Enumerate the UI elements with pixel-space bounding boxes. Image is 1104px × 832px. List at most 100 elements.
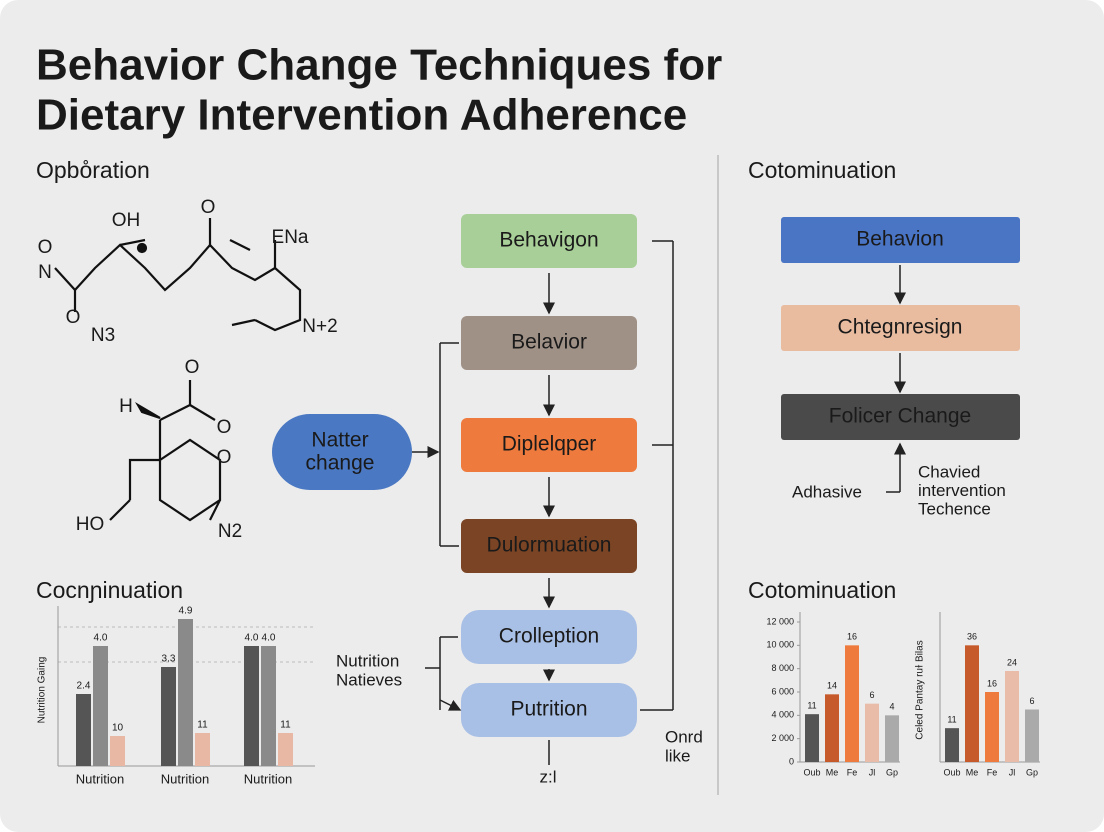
- flow-node-label: Folicer Change: [829, 405, 971, 428]
- side-label: Onrd like: [665, 728, 703, 766]
- x-tick-label: Me: [966, 767, 979, 777]
- atom-label: HO: [76, 514, 105, 535]
- x-tick-label: Fe: [987, 767, 998, 777]
- flow-node: [781, 394, 1020, 440]
- x-tick-label: Gp: [1026, 767, 1038, 777]
- x-tick-label: Oub: [803, 767, 820, 777]
- flow-node-label: Chtegnresign: [838, 316, 963, 339]
- bar-label: 16: [847, 632, 857, 642]
- chart-title: Cocnɲinuation: [36, 577, 183, 603]
- side-node-label: Natter change: [306, 428, 375, 474]
- atom-label: O: [185, 357, 200, 378]
- bar-label: 4.0: [262, 633, 276, 644]
- flow-node: [461, 610, 637, 664]
- y-tick-label: 10 000: [766, 640, 794, 650]
- arrow: [439, 699, 462, 711]
- atom-label: ENa: [272, 227, 309, 248]
- atom-label: O: [217, 417, 232, 438]
- section-heading: Opbo̊ration: [36, 157, 150, 183]
- flow-node-label: Dulormuation: [487, 534, 612, 557]
- section-heading: Cotominuation: [748, 157, 896, 183]
- flow-node-label: Diplelqper: [502, 433, 597, 456]
- bar: [178, 619, 193, 766]
- bar: [965, 645, 979, 762]
- x-tick-label: Me: [826, 767, 839, 777]
- bar-label: 4: [889, 702, 894, 712]
- flow-node-label: Behavigon: [499, 229, 598, 252]
- chart-title: Cotominuation: [748, 577, 896, 603]
- flow-node: [461, 519, 637, 573]
- y-tick-label: 12 000: [766, 616, 794, 626]
- atom-label: N2: [218, 521, 242, 542]
- y-tick-label: 0: [789, 756, 794, 766]
- x-tick-label: Gp: [886, 767, 898, 777]
- bar-label: 24: [1007, 657, 1017, 667]
- bar-label: 3.3: [162, 654, 176, 665]
- bar: [195, 733, 210, 766]
- x-tick-label: Oub: [943, 767, 960, 777]
- atom-label: O: [66, 307, 81, 328]
- flow-node-label: Putrition: [510, 698, 587, 721]
- atom-label: O: [38, 237, 53, 258]
- x-tick-label: Nutrition: [161, 771, 209, 786]
- bar: [1005, 671, 1019, 762]
- bar: [244, 646, 259, 766]
- bar: [845, 645, 859, 762]
- bar-label: 4.0: [245, 633, 259, 644]
- bar-label: 11: [197, 720, 208, 731]
- bar-label: 16: [987, 678, 997, 688]
- y-tick-label: 2 000: [771, 733, 794, 743]
- x-tick-label: Fe: [847, 767, 858, 777]
- bar: [1025, 709, 1039, 762]
- flow-node: [461, 683, 637, 737]
- x-tick-label: Jl: [869, 767, 876, 777]
- flow-node: [461, 316, 637, 370]
- flow-node: [461, 214, 637, 268]
- bar-label: 11: [280, 720, 291, 731]
- atom-label: H: [119, 396, 133, 417]
- atom-label: N: [38, 262, 52, 283]
- y-tick-label: 8 000: [771, 663, 794, 673]
- y-axis-label: Celed Pantay ruɫ Bilas: [915, 640, 926, 739]
- bar: [865, 703, 879, 762]
- atom-label: OH: [112, 210, 141, 231]
- bar: [825, 694, 839, 762]
- y-tick-label: 4 000: [771, 710, 794, 720]
- bar: [110, 736, 125, 766]
- bar-label: 11: [807, 701, 816, 711]
- side-label: Nutrition Natieves: [336, 652, 402, 690]
- x-tick-label: Jl: [1009, 767, 1016, 777]
- bar-label: 10: [112, 723, 124, 734]
- bar-label: 2.4: [77, 681, 91, 692]
- atom-label: O: [201, 197, 216, 218]
- x-tick-label: Nutrition: [244, 771, 292, 786]
- bar: [76, 694, 91, 766]
- y-tick-label: 6 000: [771, 686, 794, 696]
- flow-node: [461, 418, 637, 472]
- flow-node-label: Belavior: [511, 331, 587, 354]
- bar: [278, 733, 293, 766]
- bar: [93, 646, 108, 766]
- x-tick-label: Nutrition: [76, 771, 124, 786]
- bar-label: 6: [1029, 696, 1034, 706]
- bar-label: 14: [827, 681, 837, 691]
- atom-label: N+2: [302, 316, 337, 337]
- bar-label: 4.0: [94, 633, 108, 644]
- bar: [885, 715, 899, 762]
- bar: [161, 667, 176, 766]
- title: Behavior Change Techniques for: [36, 41, 722, 90]
- bar-label: 6: [869, 690, 874, 700]
- atom-label: N3: [91, 325, 115, 346]
- bar: [985, 692, 999, 762]
- note: Chavied intervention Techence: [918, 463, 1006, 519]
- bar-label: 11: [947, 715, 956, 725]
- atom-label: O: [217, 447, 232, 468]
- y-axis-label: Nutrition Gaing: [37, 657, 48, 724]
- bar: [261, 646, 276, 766]
- flow-node-label: Behavion: [856, 228, 944, 251]
- flow-node: [781, 217, 1020, 263]
- molecule-2: [109, 380, 222, 522]
- note: Adhasive: [792, 482, 862, 501]
